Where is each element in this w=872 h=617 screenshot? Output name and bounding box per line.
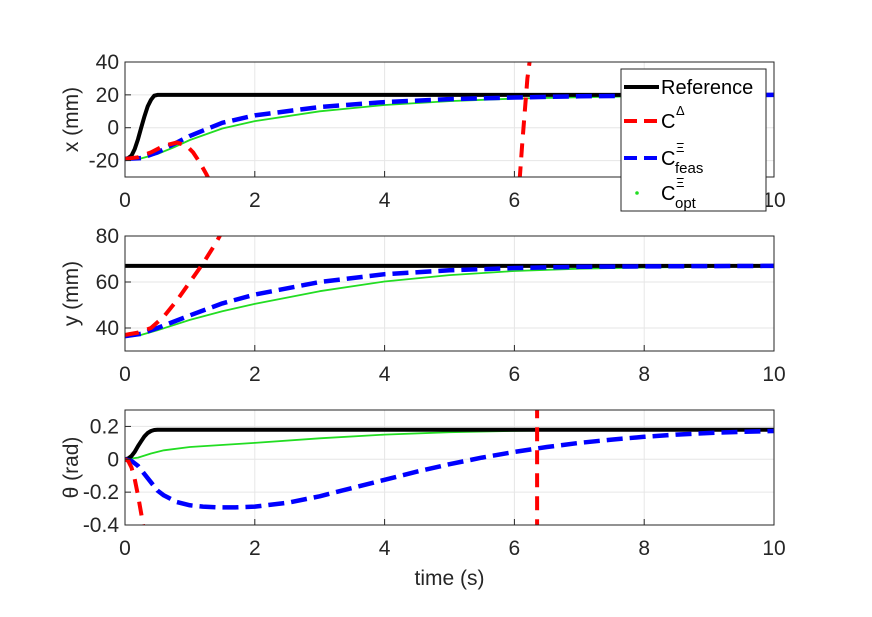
- legend-label: C: [661, 148, 675, 170]
- series-line-c: [125, 140, 210, 177]
- y-axis-label: θ (rad): [60, 437, 83, 499]
- x-tick-label: 6: [509, 189, 521, 212]
- legend-entry: Reference: [624, 77, 753, 99]
- legend-label-subscript: feas: [675, 160, 703, 177]
- y-tick-label: 0: [107, 117, 119, 140]
- x-tick-label: 10: [762, 537, 785, 560]
- plot-area: [125, 236, 774, 351]
- x-tick-label: 2: [249, 537, 261, 560]
- x-tick-label: 0: [119, 363, 131, 386]
- legend-box: [620, 68, 767, 212]
- series-line-c-segment-2: [517, 62, 532, 177]
- y-tick-label: 0.2: [90, 415, 119, 438]
- legend-label-superscript: Δ: [676, 103, 685, 118]
- x-axis-label: time (s): [415, 567, 485, 590]
- y-axis-label: y (mm): [60, 261, 83, 326]
- x-tick-label: 2: [249, 189, 261, 212]
- y-tick-label: 60: [96, 271, 119, 294]
- series-line-cfeas: [125, 263, 774, 339]
- series-line-c: [125, 236, 223, 337]
- x-tick-label: 8: [638, 537, 650, 560]
- x-tick-label: 2: [249, 363, 261, 386]
- y-tick-label: 80: [96, 225, 119, 248]
- axes-frame: [124, 61, 775, 178]
- y-tick-label: 20: [96, 84, 119, 107]
- y-tick-label: 0: [107, 448, 119, 471]
- x-tick-label: 10: [762, 189, 785, 212]
- subplot-2: 0 2 4 6 8 10 40 60 80 y (mm): [60, 225, 786, 386]
- legend-entry: CΔ: [624, 103, 685, 133]
- legend-label-superscript: Ξ: [676, 175, 684, 190]
- legend-swatch: [635, 191, 639, 195]
- x-tick-label: 0: [119, 537, 131, 560]
- y-tick-label: -20: [89, 150, 119, 173]
- y-tick-label: -0.4: [83, 514, 120, 537]
- series-group: [125, 410, 774, 525]
- series-line-reference: [125, 427, 774, 462]
- x-tick-label: 8: [638, 363, 650, 386]
- axes-frame: [124, 235, 775, 352]
- x-tick-label: 10: [762, 363, 785, 386]
- x-tick-label: 4: [379, 189, 391, 212]
- x-tick-label: 4: [379, 363, 391, 386]
- series-line-reference: [125, 92, 774, 161]
- legend-label-subscript: opt: [675, 195, 697, 212]
- legend-label-superscript: Ξ: [676, 140, 684, 155]
- x-tick-label: 4: [379, 537, 391, 560]
- plot-area: [125, 410, 774, 525]
- legend-label: Reference: [661, 77, 753, 99]
- y-tick-label: -0.2: [83, 481, 119, 504]
- series-group: [125, 236, 774, 339]
- subplot-3: 0 2 4 6 8 10 -0.4 -0.2 0 0.2 θ (rad) time (s): [60, 409, 786, 590]
- legend-label: C: [661, 111, 675, 133]
- axes-frame: [124, 409, 775, 526]
- legend-label: C: [661, 183, 675, 205]
- y-axis-label: x (mm): [60, 87, 83, 152]
- series-line-c: [125, 457, 146, 525]
- y-tick-label: 40: [96, 51, 119, 74]
- x-tick-label: 0: [119, 189, 131, 212]
- y-tick-label: 40: [96, 317, 119, 340]
- series-line-cfeas: [125, 428, 774, 510]
- x-tick-label: 6: [509, 363, 521, 386]
- x-tick-label: 6: [509, 537, 521, 560]
